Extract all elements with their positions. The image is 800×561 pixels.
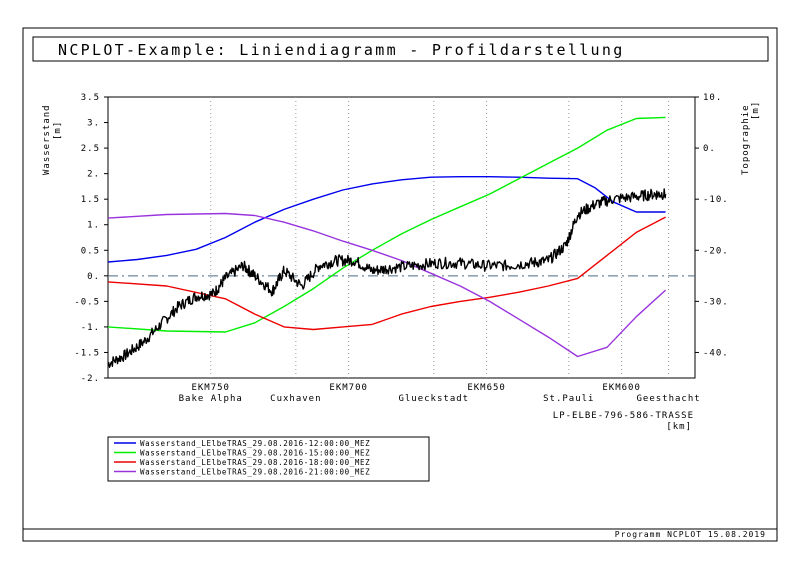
left-tick-label: -1. bbox=[81, 323, 100, 333]
legend-entry: Wasserstand_LElbeTRAS_29.08.2016-15:00:0… bbox=[140, 449, 370, 458]
x-axis-unit: [km] bbox=[666, 422, 692, 432]
vertical-grid bbox=[210, 97, 670, 378]
series-line-4 bbox=[107, 188, 667, 368]
place-label: Cuxhaven bbox=[270, 394, 321, 404]
right-axis-ticks: -40. -30. -20. -10. 0. 10. bbox=[695, 93, 729, 358]
series-line-0 bbox=[107, 175, 666, 263]
left-axis-label: Wasserstand bbox=[42, 104, 52, 175]
legend-entry: Wasserstand_LElbeTRAS_29.08.2016-18:00:0… bbox=[140, 458, 370, 467]
km-mark-label: EKM750 bbox=[191, 383, 230, 393]
right-tick-label: 10. bbox=[703, 93, 722, 103]
left-tick-label: 2.5 bbox=[81, 144, 100, 154]
right-tick-label: 0. bbox=[703, 144, 716, 154]
km-mark-label: EKM700 bbox=[329, 383, 368, 393]
series-line-2 bbox=[107, 216, 666, 331]
legend: Wasserstand_LElbeTRAS_29.08.2016-12:00:0… bbox=[107, 436, 430, 482]
plot-border bbox=[107, 96, 696, 379]
left-tick-label: 3.5 bbox=[81, 93, 100, 103]
left-tick-label: -2. bbox=[81, 374, 100, 384]
left-tick-label: 1.5 bbox=[81, 195, 100, 205]
legend-entry: Wasserstand_LElbeTRAS_29.08.2016-12:00:0… bbox=[140, 439, 370, 448]
series-lines bbox=[107, 116, 667, 368]
left-axis-unit: [m] bbox=[53, 121, 63, 140]
right-tick-label: -20. bbox=[703, 246, 729, 256]
left-tick-label: 0. bbox=[87, 272, 100, 282]
legend-box bbox=[107, 436, 430, 482]
left-tick-label: 1. bbox=[87, 221, 100, 231]
km-mark-label: EKM600 bbox=[602, 383, 641, 393]
place-label: Geesthacht bbox=[636, 394, 700, 404]
x-axis-label: LP-ELBE-796-586-TRASSE bbox=[553, 411, 694, 421]
place-label: Glueckstadt bbox=[398, 394, 469, 404]
right-axis-label: Topographie bbox=[741, 104, 751, 175]
title-box bbox=[32, 36, 769, 62]
left-tick-label: -0.5 bbox=[74, 297, 100, 307]
left-tick-label: 3. bbox=[87, 119, 100, 129]
series-line-3 bbox=[107, 212, 667, 358]
legend-entry: Wasserstand_LElbeTRAS_29.08.2016-21:00:0… bbox=[140, 468, 370, 477]
chart-title: NCPLOT-Example: Liniendiagramm - Profild… bbox=[58, 41, 625, 59]
page-frame bbox=[22, 27, 778, 542]
left-tick-label: -1.5 bbox=[74, 348, 100, 358]
right-axis-unit: [m] bbox=[751, 101, 761, 120]
left-tick-label: 2. bbox=[87, 170, 100, 180]
right-tick-label: -10. bbox=[703, 195, 729, 205]
left-tick-label: 0.5 bbox=[81, 246, 100, 256]
right-tick-label: -30. bbox=[703, 297, 729, 307]
place-label: Bake Alpha bbox=[179, 394, 243, 404]
right-tick-label: -40. bbox=[703, 348, 729, 358]
footer-text: Programm NCPLOT 15.08.2019 bbox=[615, 530, 766, 539]
place-label: St.Pauli bbox=[543, 394, 594, 404]
km-mark-label: EKM650 bbox=[467, 383, 506, 393]
series-line-1 bbox=[107, 116, 666, 333]
left-axis-ticks: -2. -1.5 -1. -0.5 0. 0.5 1. 1.5 2. 2.5 3. 3.5 bbox=[74, 93, 108, 384]
x-axis-labels: EKM750 EKM700 EKM650 EKM600 Bake Alpha Cuxhav… bbox=[179, 383, 700, 404]
plot-area: -2.-1.5-1.-0.50.0.51.1.52.2.53.3.5 -40.-… bbox=[74, 93, 729, 384]
